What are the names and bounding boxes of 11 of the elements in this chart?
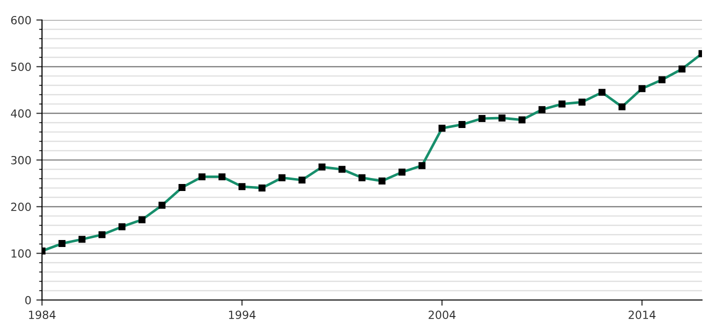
y-tick-label: 600 (11, 16, 31, 24)
y-tick-label: 300 (11, 156, 31, 164)
y-tick-label: 400 (10, 109, 31, 118)
y-tick-label: 100 (12, 249, 31, 258)
y-tick-label: 200 (11, 202, 31, 212)
x-tick-label: 1984 (29, 310, 56, 320)
x-tick-label: 2014 (628, 310, 656, 320)
x-tick-label: 2004 (428, 310, 456, 320)
x-tick-label: 1994 (229, 310, 256, 320)
y-tick-label: 500 (11, 62, 31, 72)
y-tick-label: 0 (25, 296, 31, 304)
